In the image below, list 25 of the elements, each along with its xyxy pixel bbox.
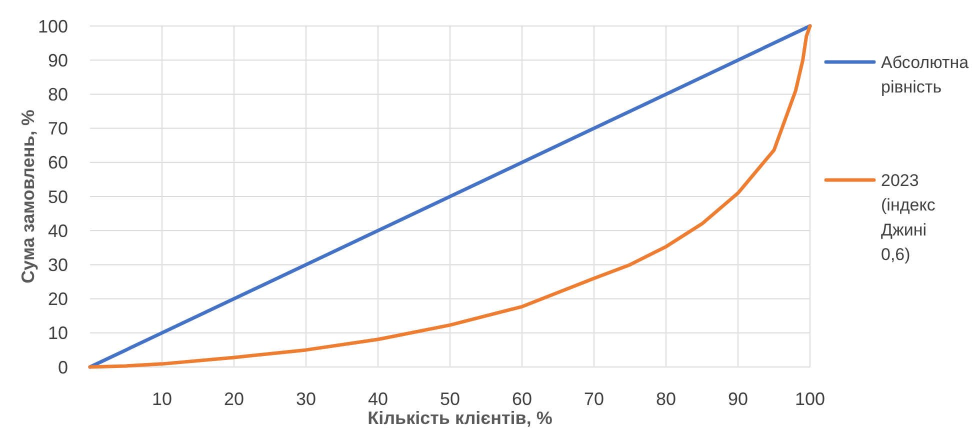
y-tick-label: 80 bbox=[48, 84, 68, 104]
y-tick-label: 20 bbox=[48, 289, 68, 310]
x-tick-label: 70 bbox=[584, 389, 604, 409]
y-tick-label: 10 bbox=[48, 323, 68, 344]
y-axis-title: Сума замовлень, % bbox=[18, 110, 38, 284]
x-axis-title: Кількість клієнтів, % bbox=[368, 408, 552, 428]
x-tick-label: 40 bbox=[368, 389, 388, 409]
y-tick-label: 90 bbox=[48, 50, 68, 70]
legend-label: 2023 (індекс Джині 0,6) bbox=[881, 170, 936, 264]
legend-label: Абсолютна рівність bbox=[881, 52, 970, 97]
y-tick-label: 50 bbox=[48, 186, 68, 207]
y-tick-label: 70 bbox=[48, 118, 68, 139]
y-tick-label: 100 bbox=[38, 16, 68, 36]
x-tick-label: 80 bbox=[656, 389, 676, 409]
y-tick-label: 40 bbox=[48, 220, 68, 241]
y-tick-label: 0 bbox=[58, 357, 68, 378]
x-tick-label: 50 bbox=[440, 389, 460, 409]
x-tick-label: 30 bbox=[296, 389, 316, 409]
y-tick-label: 30 bbox=[48, 255, 68, 275]
x-tick-label: 60 bbox=[512, 389, 532, 409]
x-tick-label: 90 bbox=[728, 389, 748, 409]
y-tick-label: 60 bbox=[48, 152, 68, 173]
x-tick-label: 20 bbox=[224, 389, 244, 409]
x-tick-label: 10 bbox=[152, 389, 172, 409]
x-tick-label: 100 bbox=[794, 389, 826, 409]
